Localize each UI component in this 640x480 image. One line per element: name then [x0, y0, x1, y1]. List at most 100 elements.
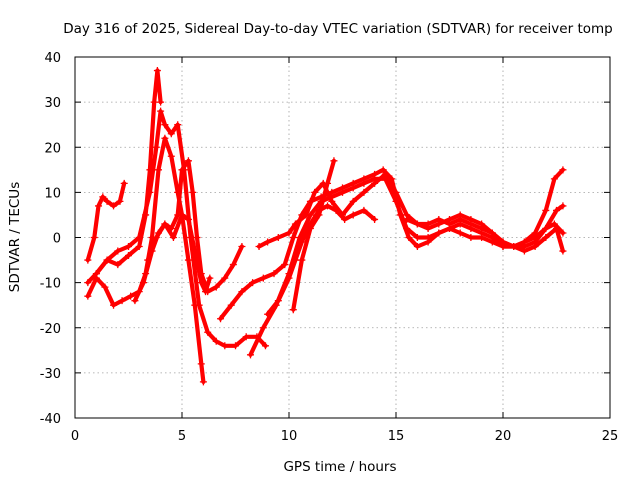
data-point-track-2 [157, 98, 165, 106]
data-point-track-10 [264, 310, 272, 318]
data-point-track-8 [349, 184, 357, 192]
data-point-track-3 [184, 256, 192, 264]
data-point-track-9 [553, 224, 560, 232]
data-point-track-6 [144, 256, 152, 264]
x-tick-label: 10 [281, 429, 298, 444]
grid [75, 57, 610, 418]
data-point-track-1 [95, 202, 103, 210]
data-point-track-5 [221, 274, 229, 282]
data-point-track-3 [199, 378, 207, 386]
data-point-track-7 [259, 274, 267, 282]
data-point-track-8 [360, 179, 368, 187]
chart-title: Day 316 of 2025, Sidereal Day-to-day VTE… [63, 21, 612, 37]
data-point-track-6 [197, 279, 205, 287]
data-point-track-12 [456, 211, 464, 219]
data-point-track-8 [542, 206, 550, 214]
data-point-track-4 [157, 107, 165, 115]
data-point-track-8 [559, 166, 567, 174]
data-point-track-11 [315, 211, 323, 219]
data-point-track-11 [298, 256, 306, 264]
data-point-track-9 [274, 234, 282, 241]
x-axis-label: GPS time / hours [283, 459, 396, 475]
data-point-track-9 [559, 247, 567, 255]
data-point-track-5 [178, 166, 186, 174]
data-point-track-10 [285, 274, 293, 282]
y-tick-label: 0 [53, 232, 61, 247]
data-point-track-3 [118, 297, 126, 305]
data-point-track-4 [232, 342, 239, 350]
data-point-track-6 [169, 234, 177, 241]
data-point-track-8 [435, 229, 443, 237]
data-point-track-12 [478, 220, 486, 228]
data-point-track-5 [189, 188, 197, 196]
data-point-track-6 [178, 211, 186, 219]
data-point-track-12 [435, 220, 443, 228]
series-line-track-12 [404, 203, 565, 249]
data-point-track-12 [559, 202, 567, 210]
data-point-track-8 [413, 234, 421, 241]
data-point-track-12 [542, 224, 550, 232]
data-point-track-5 [193, 234, 201, 241]
x-tick-label: 15 [388, 429, 405, 444]
data-point-track-3 [161, 134, 169, 142]
x-tick-label: 20 [495, 429, 512, 444]
axis-ticks: 0 5 10 15 20 25 40 30 20 10 0 -10 -20 -30 -40 [40, 51, 619, 444]
data-point-track-8 [339, 188, 346, 196]
x-tick-label: 0 [71, 429, 79, 444]
data-point-track-1 [84, 256, 92, 264]
data-point-track-4 [161, 121, 169, 129]
data-point-track-11 [289, 306, 297, 314]
data-point-track-9 [291, 220, 299, 228]
data-point-track-3 [110, 301, 118, 309]
data-point-track-4 [114, 247, 122, 255]
data-point-track-4 [135, 234, 143, 241]
data-point-track-4 [242, 333, 250, 341]
data-point-track-5 [131, 297, 139, 305]
data-point-track-8 [456, 229, 464, 237]
data-point-track-9 [264, 238, 272, 246]
data-point-track-10 [349, 211, 357, 219]
data-point-track-12 [499, 238, 507, 246]
data-point-track-9 [255, 243, 263, 251]
data-point-track-7 [270, 270, 278, 278]
data-point-track-3 [154, 166, 162, 174]
data-point-track-4 [152, 143, 160, 151]
data-point-track-9 [285, 229, 293, 237]
data-point-track-9 [392, 188, 400, 196]
data-point-track-1 [120, 179, 128, 187]
data-point-track-3 [127, 292, 135, 300]
data-point-track-12 [403, 215, 411, 223]
data-point-track-10 [360, 206, 368, 214]
data-point-track-10 [371, 215, 379, 223]
data-point-track-6 [191, 247, 199, 255]
data-point-track-8 [478, 234, 486, 241]
data-point-track-7 [559, 229, 567, 237]
data-point-track-9 [360, 188, 368, 196]
data-point-track-7 [550, 220, 558, 228]
x-tick-label: 25 [602, 429, 619, 444]
data-point-track-2 [84, 279, 92, 287]
data-point-track-3 [84, 292, 92, 300]
data-point-track-2 [125, 252, 132, 260]
data-point-track-10 [324, 202, 332, 210]
data-point-track-10 [298, 238, 306, 246]
data-point-track-8 [246, 351, 254, 359]
data-point-track-6 [152, 234, 160, 241]
data-point-track-2 [135, 243, 143, 251]
data-point-track-7 [249, 279, 257, 287]
data-point-track-7 [379, 166, 387, 174]
data-point-track-1 [116, 197, 124, 205]
data-point-track-7 [281, 261, 289, 269]
y-tick-label: -30 [40, 367, 61, 382]
data-point-track-7 [289, 234, 297, 241]
data-point-track-4 [261, 342, 269, 350]
data-point-track-10 [332, 206, 340, 214]
data-point-track-7 [217, 315, 225, 323]
data-point-track-12 [510, 243, 518, 251]
data-point-track-11 [324, 179, 332, 187]
y-axis-label: SDTVAR / TECUs [7, 182, 23, 292]
data-point-track-4 [221, 342, 229, 350]
data-point-track-8 [531, 229, 539, 237]
data-point-track-10 [274, 297, 282, 305]
